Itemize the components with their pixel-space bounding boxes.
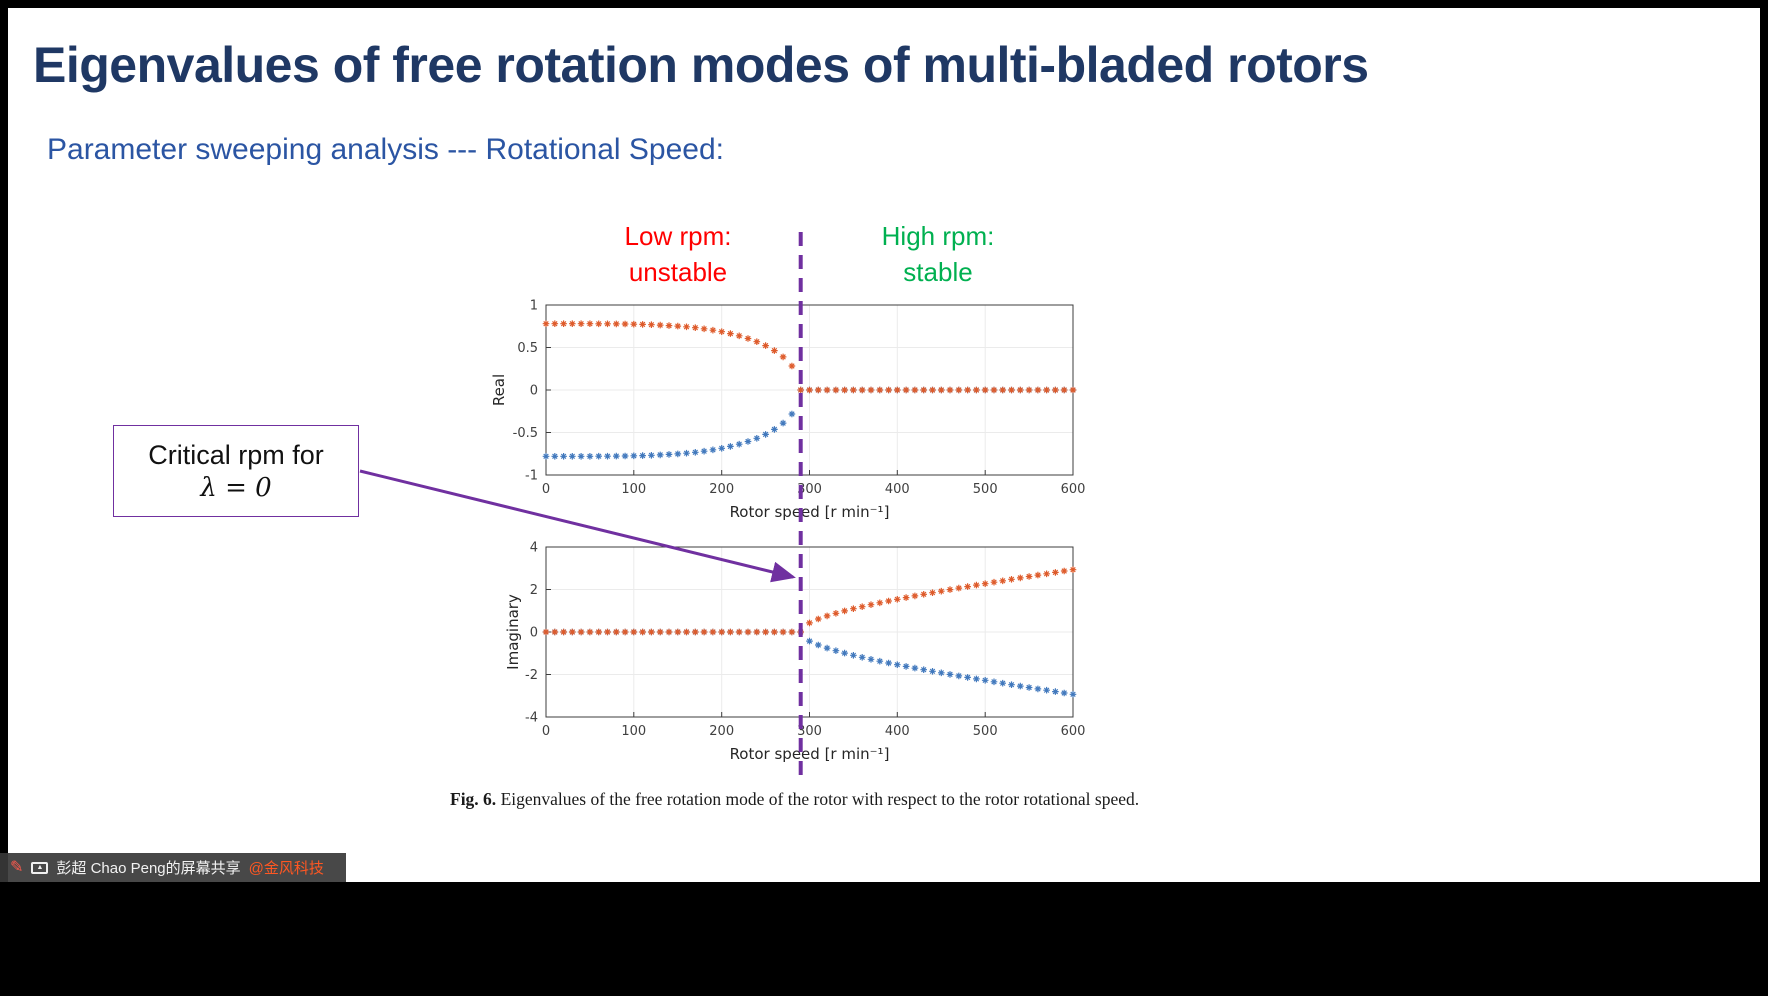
- x-tick-label: 200: [709, 482, 734, 497]
- x-tick-label: 500: [973, 482, 998, 497]
- x-tick-label: 400: [885, 724, 910, 739]
- series-orange-branch: [542, 566, 1077, 636]
- critical-rpm-callout: Critical rpm for λ = 0: [113, 425, 359, 517]
- y-tick-label: 0: [530, 626, 538, 641]
- callout-line2: λ = 0: [200, 472, 272, 503]
- callout-line1: Critical rpm for: [148, 439, 324, 470]
- figure-caption-text: Eigenvalues of the free rotation mode of…: [500, 789, 1140, 809]
- x-tick-label: 100: [621, 482, 646, 497]
- imaginary-eigenvalue-chart: 0 100 200 300 400 500 600 -4 -2 0 2 4 Imaginary Rotor…: [504, 541, 1086, 763]
- high-rpm-label: High rpm: stable: [838, 218, 1038, 290]
- screen-share-banner: ✎ ▲ 彭超 Chao Peng的屏幕共享 @金风科技: [0, 853, 346, 882]
- y-tick-label: 0.5: [517, 341, 538, 356]
- x-tick-label: 600: [1061, 482, 1086, 497]
- screen-share-icon: ▲: [31, 861, 49, 874]
- y-tick-label: -1: [525, 469, 538, 484]
- y-tick-label: 0: [530, 384, 538, 399]
- x-tick-label: 300: [797, 482, 822, 497]
- x-tick-label: 0: [542, 724, 550, 739]
- y-tick-label: 1: [530, 299, 538, 314]
- low-rpm-line2: unstable: [628, 257, 728, 287]
- x-axis-label: Rotor speed [r min⁻¹]: [730, 745, 890, 763]
- y-tick-label: 2: [530, 583, 538, 598]
- section-heading: Parameter sweeping analysis --- Rotation…: [47, 133, 725, 166]
- y-tick-label: 4: [530, 541, 538, 556]
- figure-caption: Fig. 6. Eigenvalues of the free rotation…: [450, 788, 1140, 811]
- y-axis-label: Imaginary: [504, 594, 522, 670]
- high-rpm-line1: High rpm:: [881, 221, 995, 251]
- x-tick-label: 300: [797, 724, 822, 739]
- watermark-label: @金风科技: [248, 860, 324, 877]
- y-tick-label: -0.5: [513, 426, 538, 441]
- x-tick-label: 200: [709, 724, 734, 739]
- x-tick-label: 500: [973, 724, 998, 739]
- low-rpm-line1: Low rpm:: [624, 221, 732, 251]
- x-tick-label: 0: [542, 482, 550, 497]
- x-axis-label: Rotor speed [r min⁻¹]: [730, 503, 890, 521]
- figure-caption-label: Fig. 6.: [450, 789, 497, 809]
- slide: Eigenvalues of free rotation modes of mu…: [8, 8, 1760, 882]
- annotation-pencil-icon: ✎: [10, 858, 24, 876]
- low-rpm-label: Low rpm: unstable: [578, 218, 778, 290]
- series-orange-branch: [542, 320, 1077, 394]
- x-tick-label: 400: [885, 482, 910, 497]
- slide-title: Eigenvalues of free rotation modes of mu…: [33, 37, 1369, 93]
- high-rpm-line2: stable: [903, 257, 973, 287]
- y-axis-label: Real: [490, 374, 508, 406]
- x-tick-label: 600: [1061, 724, 1086, 739]
- y-tick-label: -4: [525, 711, 538, 726]
- y-tick-label: -2: [525, 668, 538, 683]
- x-tick-label: 100: [621, 724, 646, 739]
- real-eigenvalue-chart: 0 100 200 300 400 500 600 -1 -0.5 0 0.5 1 Real Rotor …: [490, 299, 1086, 521]
- presenter-label: 彭超 Chao Peng的屏幕共享: [56, 860, 241, 877]
